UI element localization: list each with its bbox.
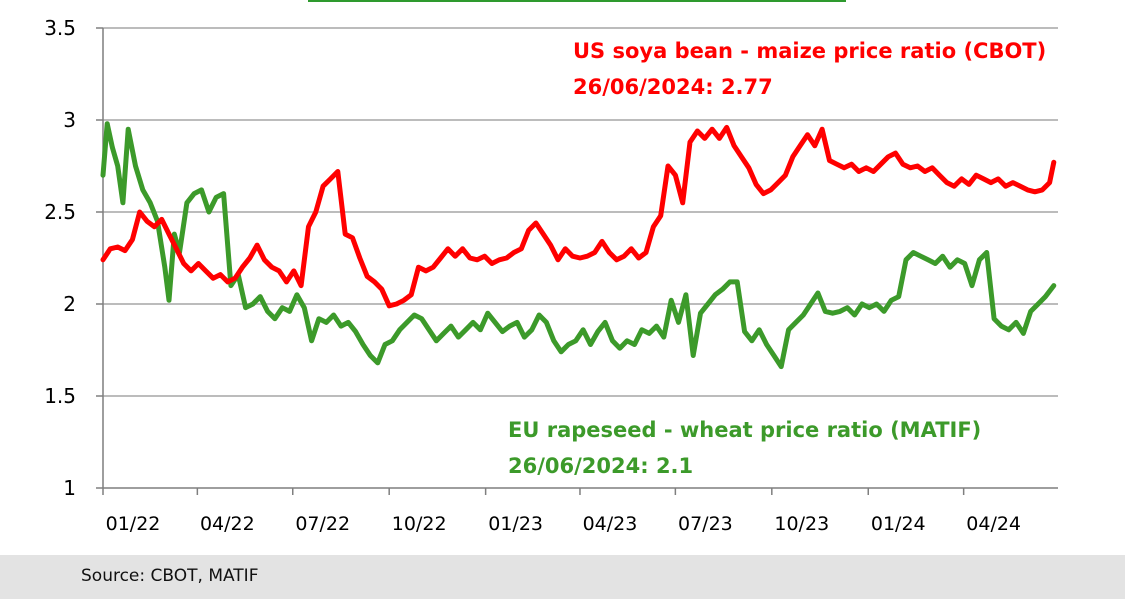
x-tick-label: 10/22 <box>392 513 447 535</box>
x-tick-label: 07/23 <box>678 513 733 535</box>
y-axis-ticks: 1 1.5 2 2.5 3 3.5 <box>44 16 103 500</box>
x-axis: 01/22 04/22 07/22 10/22 01/23 04/23 07/23 10/23… <box>102 28 1058 535</box>
y-tick-label: 1.5 <box>44 384 76 408</box>
y-tick-label: 3 <box>63 108 76 132</box>
line-chart: 1 1.5 2 2.5 3 3.5 01/22 04/22 07/22 10/22 01/23 04… <box>44 16 1058 535</box>
x-tick-label: 01/22 <box>106 513 161 535</box>
x-tick-label: 07/22 <box>295 513 350 535</box>
us-series-line <box>100 124 1057 309</box>
annotations: US soya bean - maize price ratio (CBOT) … <box>508 39 1046 478</box>
y-tick-label: 2.5 <box>44 200 76 224</box>
x-tick-label: 10/23 <box>774 513 829 535</box>
y-tick-label: 3.5 <box>44 16 76 40</box>
y-tick-label: 2 <box>63 292 76 316</box>
x-tick-label: 04/24 <box>966 513 1021 535</box>
y-tick-label: 1 <box>63 476 76 500</box>
us-annotation-title: US soya bean - maize price ratio (CBOT) <box>573 39 1046 63</box>
grid-lines <box>103 27 1058 397</box>
x-tick-label: 04/23 <box>583 513 638 535</box>
source-text: Source: CBOT, MATIF <box>81 566 259 586</box>
footer-bar: Source: CBOT, MATIF <box>0 555 1125 599</box>
x-tick-label: 01/24 <box>871 513 926 535</box>
eu-annotation-value: 26/06/2024: 2.1 <box>508 454 693 478</box>
x-tick-label: 01/23 <box>488 513 543 535</box>
x-tick-label: 04/22 <box>200 513 255 535</box>
eu-series-line <box>100 121 1057 370</box>
eu-annotation-title: EU rapeseed - wheat price ratio (MATIF) <box>508 418 981 442</box>
series-group <box>100 121 1057 370</box>
top-rule <box>308 0 846 2</box>
us-annotation-value: 26/06/2024: 2.77 <box>573 75 773 99</box>
